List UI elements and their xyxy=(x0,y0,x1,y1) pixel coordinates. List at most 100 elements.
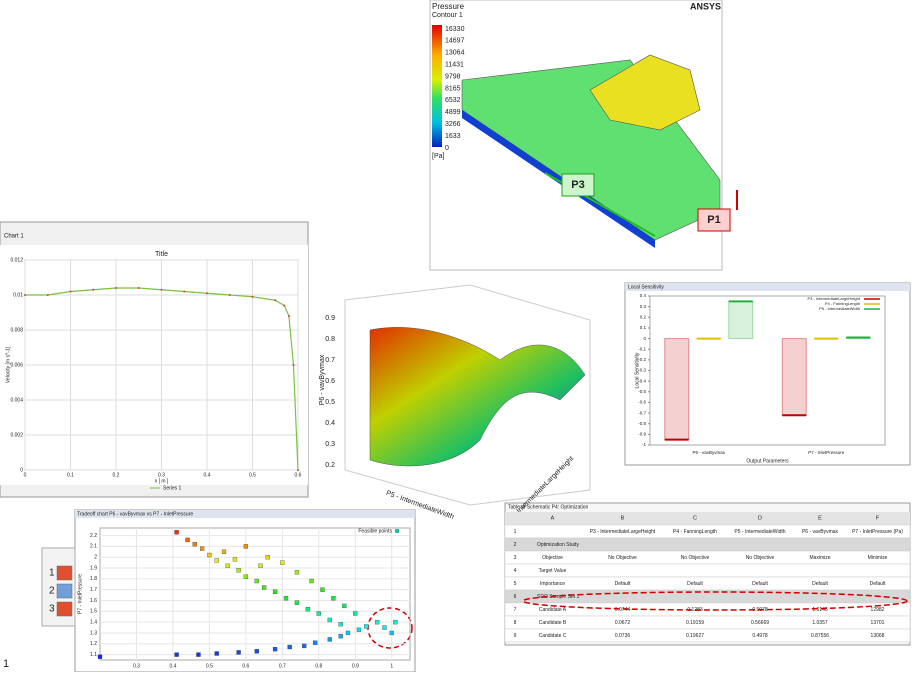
data-point xyxy=(207,552,212,558)
z-tick-label: 0.4 xyxy=(325,420,335,427)
column-header: E xyxy=(818,515,822,521)
header-row xyxy=(505,512,910,525)
y-tick-label: -0.9 xyxy=(638,432,646,437)
x-tick-label: 0.4 xyxy=(204,472,211,478)
data-point xyxy=(283,304,286,307)
data-point xyxy=(338,634,343,639)
y-tick-label: 0 xyxy=(20,467,23,473)
legend-label: 8165 xyxy=(445,85,461,92)
y-axis-label: Velocity [m s^-1] xyxy=(5,346,11,383)
data-point xyxy=(305,606,311,612)
table-cell: Objective xyxy=(542,555,563,561)
y-tick-label: 1.8 xyxy=(90,576,97,582)
column-header: D xyxy=(758,515,762,521)
window-title: Tradeoff chart P6 - vavByvmax vs P7 - In… xyxy=(77,511,193,517)
table-cell: Candidate C xyxy=(539,633,567,639)
plate-edge xyxy=(462,110,655,248)
data-point xyxy=(389,630,394,636)
table-cell: No Objective xyxy=(681,555,710,561)
data-point xyxy=(287,644,292,650)
x-axis-label: Output Parameters xyxy=(746,458,789,464)
y-tick-label: 1.9 xyxy=(90,565,97,571)
table-cell: No Objective xyxy=(746,555,775,561)
z-tick-label: 0.3 xyxy=(325,441,335,448)
y-tick-label: 0 xyxy=(643,336,646,341)
sensitivity-window xyxy=(624,282,911,466)
data-point xyxy=(185,537,190,543)
x-tick-label: 0.5 xyxy=(249,472,256,478)
x-tick-label: 0.6 xyxy=(295,472,302,478)
y-tick-label: 0.004 xyxy=(10,397,23,403)
table-cell: 9 xyxy=(514,633,517,639)
data-point xyxy=(331,596,336,601)
x-tick-label: 0.2 xyxy=(113,472,120,478)
contour-subtitle: Contour 1 xyxy=(432,12,463,19)
legend-label: P4 - FanningLength xyxy=(825,301,860,306)
y-tick-label: 2.2 xyxy=(90,533,97,539)
y-axis-label: Local Sensitivity xyxy=(634,352,640,388)
data-point xyxy=(183,290,186,293)
data-point xyxy=(206,292,208,295)
table-cell: Default xyxy=(812,581,828,587)
x-tick-label: 0 xyxy=(24,472,27,478)
data-point xyxy=(338,622,343,627)
list-item: 2 xyxy=(49,586,55,597)
table-cell: 12982 xyxy=(871,607,885,613)
table-cell: Candidate A xyxy=(539,607,567,613)
legend-label: Feasible points xyxy=(358,528,392,534)
data-point xyxy=(97,654,103,659)
data-point xyxy=(320,587,325,592)
data-point xyxy=(280,560,285,565)
legend-label: P5 - IntermediateWidth xyxy=(819,306,860,311)
table-cell: Target Value xyxy=(539,568,567,574)
z-tick-label: 0.6 xyxy=(325,378,335,385)
plot-area xyxy=(99,527,411,661)
table-cell: 8 xyxy=(514,620,517,626)
window-title-bar xyxy=(625,283,910,291)
axis-label: P6 - vavByvmax xyxy=(319,354,326,405)
y-tick-label: 1.3 xyxy=(90,630,97,636)
table-cell: Minimize xyxy=(868,555,888,561)
y-tick-label: 0.008 xyxy=(10,327,23,333)
y-tick-label: 0.01 xyxy=(13,292,23,298)
table-cell: Optimization Study xyxy=(537,542,579,548)
table-cell: Default xyxy=(615,581,631,587)
y-tick-label: -0.8 xyxy=(638,421,646,426)
list-icon xyxy=(56,601,73,617)
data-point xyxy=(364,624,369,629)
data-point xyxy=(356,627,362,632)
y-tick-label: 1.5 xyxy=(90,609,97,615)
data-point xyxy=(309,578,314,584)
legend-label: 6532 xyxy=(445,97,461,104)
x-tick-label: 0.3 xyxy=(133,663,140,669)
y-tick-label: 1.6 xyxy=(90,598,97,604)
data-point xyxy=(283,596,289,601)
x-tick-label: P6 - vavByvmax xyxy=(692,450,725,455)
table-cell: 7 xyxy=(514,607,517,613)
x-tick-label: 0.4 xyxy=(169,663,176,669)
data-point xyxy=(251,295,254,298)
data-point xyxy=(24,294,26,296)
table-cell: Maximize xyxy=(809,555,830,561)
y-tick-label: 0.002 xyxy=(10,432,23,438)
table-cell: Default xyxy=(870,581,886,587)
table-cell: Candidate B xyxy=(539,620,567,626)
z-tick-label: 0.7 xyxy=(325,357,335,364)
param-label: P1 xyxy=(707,214,720,226)
data-point xyxy=(375,619,380,625)
data-point xyxy=(243,544,249,549)
table-cell: 4 xyxy=(514,568,517,574)
window-title: Chart 1 xyxy=(4,234,24,240)
data-point xyxy=(196,652,201,657)
legend-label: Series 1 xyxy=(163,485,182,491)
logo: ANSYS xyxy=(690,1,721,11)
table-cell: Default xyxy=(752,581,768,587)
y-tick-label: 0.4 xyxy=(640,293,647,298)
y-tick-label: 1.7 xyxy=(90,587,97,593)
data-point xyxy=(236,650,241,655)
data-point xyxy=(272,589,278,594)
z-tick-label: 0.5 xyxy=(325,399,335,406)
data-point xyxy=(265,555,270,560)
y-tick-label: -0.4 xyxy=(638,378,646,383)
data-point xyxy=(225,563,230,569)
